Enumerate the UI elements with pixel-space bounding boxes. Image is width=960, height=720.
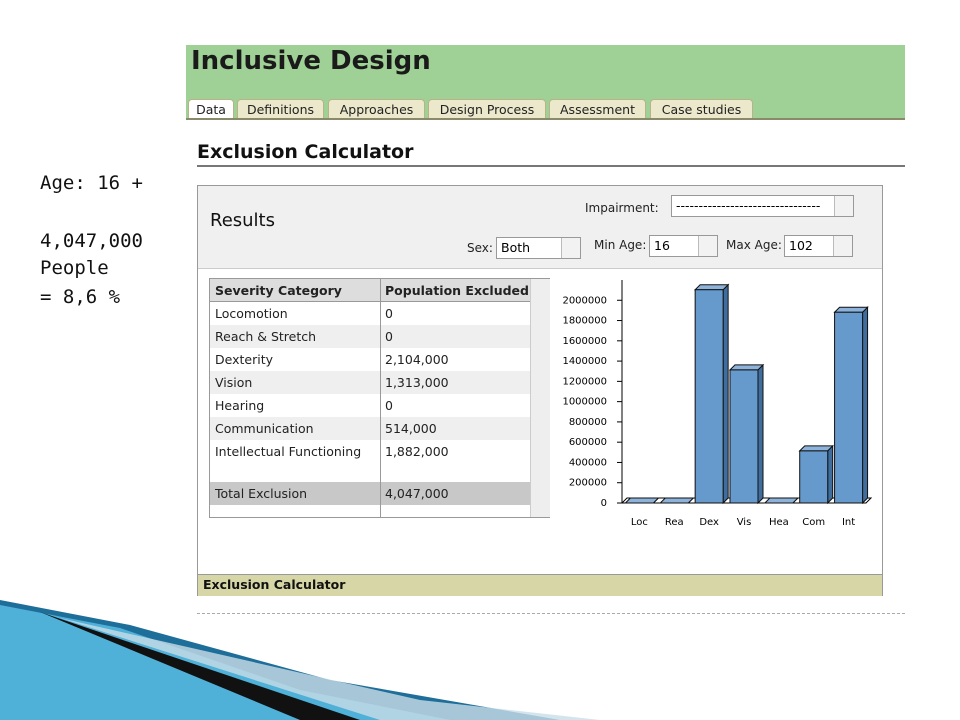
bar-face	[833, 306, 869, 313]
table-cell: 1,882,000	[385, 444, 449, 459]
y-tick-label: 200000	[569, 478, 607, 489]
table-cell: 1,313,000	[385, 375, 449, 390]
bar	[798, 444, 834, 505]
total-cell: 4,047,000	[385, 486, 449, 501]
header-title: Inclusive Design	[191, 46, 431, 76]
bar-face	[862, 306, 869, 505]
bar	[833, 306, 869, 505]
bar-face	[799, 450, 829, 504]
table-cell: 0	[385, 398, 393, 413]
table-cell: Hearing	[215, 398, 265, 413]
y-tick-label: 2000000	[562, 295, 607, 306]
row-shade	[210, 417, 530, 440]
dashed-rule	[197, 613, 905, 614]
y-tick-label: 1200000	[562, 376, 607, 387]
tab[interactable]: Case studies	[650, 99, 753, 118]
tab[interactable]: Data	[188, 99, 234, 118]
header-rule	[186, 118, 905, 120]
tab[interactable]: Design Process	[428, 99, 546, 118]
bar-face	[763, 497, 800, 504]
impairment-label: Impairment:	[585, 201, 659, 215]
y-tick-label: 1400000	[562, 356, 607, 367]
side-note: = 8,6 %	[40, 286, 121, 308]
side-note: 4,047,000	[40, 230, 143, 252]
results-title: Results	[210, 210, 275, 231]
table-cell: Reach & Stretch	[215, 329, 317, 344]
table-cell: Communication	[215, 421, 314, 436]
bar-face	[693, 284, 730, 291]
x-tick-label: Rea	[665, 517, 684, 528]
table-cell: Intellectual Functioning	[215, 444, 362, 459]
footer-bar	[198, 574, 882, 596]
side-note: People	[40, 257, 109, 279]
bar	[624, 497, 660, 504]
table-cell: 2,104,000	[385, 352, 449, 367]
y-tick-label: 600000	[569, 437, 607, 448]
table-cell: Locomotion	[215, 306, 288, 321]
total-cell: Total Exclusion	[215, 486, 308, 501]
x-tick-label: Hea	[769, 517, 789, 528]
section-title: Exclusion Calculator	[197, 141, 414, 163]
row-shade	[210, 371, 530, 394]
tab[interactable]: Assessment	[549, 99, 646, 118]
sex-label: Sex:	[467, 241, 493, 255]
table-cell: Dexterity	[215, 352, 273, 367]
section-rule	[197, 165, 905, 167]
table-cell: 0	[385, 306, 393, 321]
table-header	[210, 279, 530, 302]
y-tick-label: 1000000	[562, 397, 607, 408]
tab[interactable]: Approaches	[328, 99, 425, 118]
sex-select[interactable]: Both	[496, 237, 581, 259]
x-tick-label: Loc	[631, 517, 648, 528]
total-row	[210, 482, 530, 505]
y-tick-label: 1800000	[562, 316, 607, 327]
swoosh	[40, 612, 360, 720]
x-tick-label: Com	[802, 517, 825, 528]
y-tick-label: 400000	[569, 457, 607, 468]
tab[interactable]: Definitions	[237, 99, 324, 118]
scrollbar[interactable]	[530, 279, 550, 517]
side-note: Age: 16 +	[40, 172, 143, 194]
min-age-label: Min Age:	[594, 238, 647, 252]
max-age-select[interactable]: 102	[784, 235, 853, 257]
row-shade	[210, 325, 530, 348]
impairment-select[interactable]: --------------------------------	[671, 195, 854, 217]
bar	[693, 283, 730, 505]
min-age-select[interactable]: 16	[649, 235, 718, 257]
bar	[728, 363, 765, 505]
column-header: Severity Category	[215, 283, 342, 298]
swoosh	[60, 618, 600, 720]
x-tick-label: Int	[842, 517, 855, 528]
table-cell: Vision	[215, 375, 253, 390]
y-tick-label: 800000	[569, 417, 607, 428]
bar	[659, 497, 695, 504]
max-age-label: Max Age:	[726, 238, 782, 252]
results-table	[209, 278, 550, 518]
y-tick-label: 1600000	[562, 336, 607, 347]
y-tick-label: 0	[601, 498, 607, 509]
bar-face	[834, 311, 864, 504]
x-tick-label: Vis	[737, 517, 752, 528]
footer-title: Exclusion Calculator	[203, 577, 346, 592]
table-cell: 0	[385, 329, 393, 344]
x-tick-label: Dex	[699, 517, 719, 528]
bar-face	[624, 497, 660, 504]
bar-face	[798, 445, 834, 452]
bar-face	[728, 364, 765, 371]
bar-face	[729, 369, 759, 504]
bar-face	[722, 283, 729, 505]
bar-face	[659, 497, 695, 504]
bar-face	[694, 289, 724, 504]
column-divider	[380, 279, 381, 517]
bar	[763, 497, 800, 504]
column-header: Population Excluded	[385, 283, 529, 298]
bar-face	[757, 363, 764, 505]
bar-face	[827, 444, 834, 505]
table-cell: 514,000	[385, 421, 437, 436]
